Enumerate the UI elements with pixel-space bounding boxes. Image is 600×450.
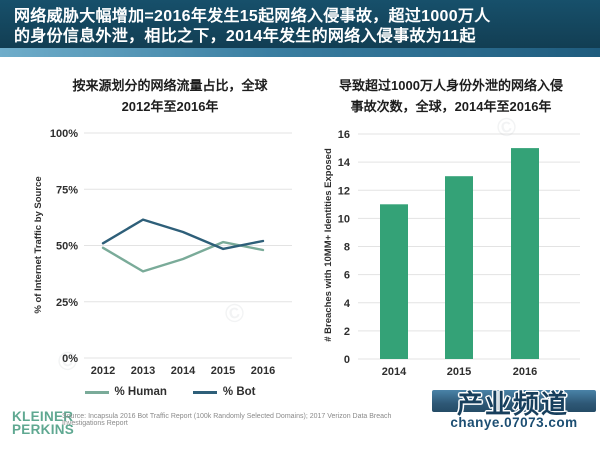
svg-text:0%: 0% [62,353,78,365]
svg-text:0: 0 [344,354,350,366]
svg-text:2013: 2013 [131,365,155,377]
source-note: Source: Incapsula 2016 Bot Traffic Repor… [62,413,392,427]
svg-text:2016: 2016 [513,366,537,378]
svg-text:16: 16 [338,129,350,141]
svg-text:2012: 2012 [91,365,115,377]
svg-text:2015: 2015 [447,366,471,378]
legend-item-bot: % Bot [192,386,256,398]
svg-text:2: 2 [344,326,350,338]
human-line-swatch [84,390,109,394]
logo-line1: KLEINER [12,409,74,424]
watermark-url: chanye.07073.com [450,415,578,430]
svg-text:25%: 25% [56,297,78,309]
svg-text:2016: 2016 [251,365,275,377]
breach-chart-title-line2: 事故次数，全球，2014年至2016年 [350,98,552,114]
site-watermark: 产业频道 chanye.07073.com [428,388,600,444]
svg-text:12: 12 [338,185,350,197]
svg-text:2015: 2015 [211,365,235,377]
legend-label-bot: % Bot [222,386,256,398]
breach-chart-title: 导致超过1000万人身份外泄的网络入侵 事故次数，全球，2014年至2016年 [312,76,590,118]
traffic-chart-title: 按来源划分的网络流量占比，全球 2012年至2016年 [15,76,325,118]
svg-text:8: 8 [344,242,350,254]
svg-text:6: 6 [344,270,350,282]
watermark-bar [432,390,596,412]
breach-bar-chart: 0 2 4 6 8 10 12 14 16 2014 2015 2016 [338,129,580,378]
svg-text:14: 14 [338,157,351,169]
bot-line-swatch [192,390,217,394]
slide-header: 网络威胁大幅增加=2016年发生15起网络入侵事故，超过1000万人 的身份信息… [0,0,600,48]
breach-chart-title-line1: 导致超过1000万人身份外泄的网络入侵 [339,78,563,93]
headline-line2: 的身份信息外泄，相比之下，2014年发生的网络入侵事故为11起 [14,28,476,45]
legend-label-human: % Human [114,386,167,398]
legend-item-human: % Human [84,386,167,398]
watermark-title: 产业频道 [456,389,569,419]
logo-line2: PERKINS [12,422,75,437]
svg-text:10: 10 [338,213,350,225]
headline-line1: 网络威胁大幅增加=2016年发生15起网络入侵事故，超过1000万人 [14,8,491,25]
svg-text:2014: 2014 [382,366,407,378]
svg-text:75%: 75% [56,184,78,196]
svg-text:100%: 100% [50,128,78,140]
kleiner-perkins-logo: KLEINER PERKINS [12,409,75,437]
svg-text:4: 4 [344,298,351,310]
traffic-chart-title-line2: 2012年至2016年 [121,98,219,114]
traffic-line-chart: 0% 25% 50% 75% 100% 2012 2013 2014 2015 2016 [50,128,292,377]
svg-text:50%: 50% [56,241,78,253]
header-accent-bar [0,48,600,57]
traffic-chart-title-line1: 按来源划分的网络流量占比，全球 [72,78,268,93]
svg-text:2014: 2014 [171,365,196,377]
traffic-chart-legend: % Human % Bot [20,386,320,398]
